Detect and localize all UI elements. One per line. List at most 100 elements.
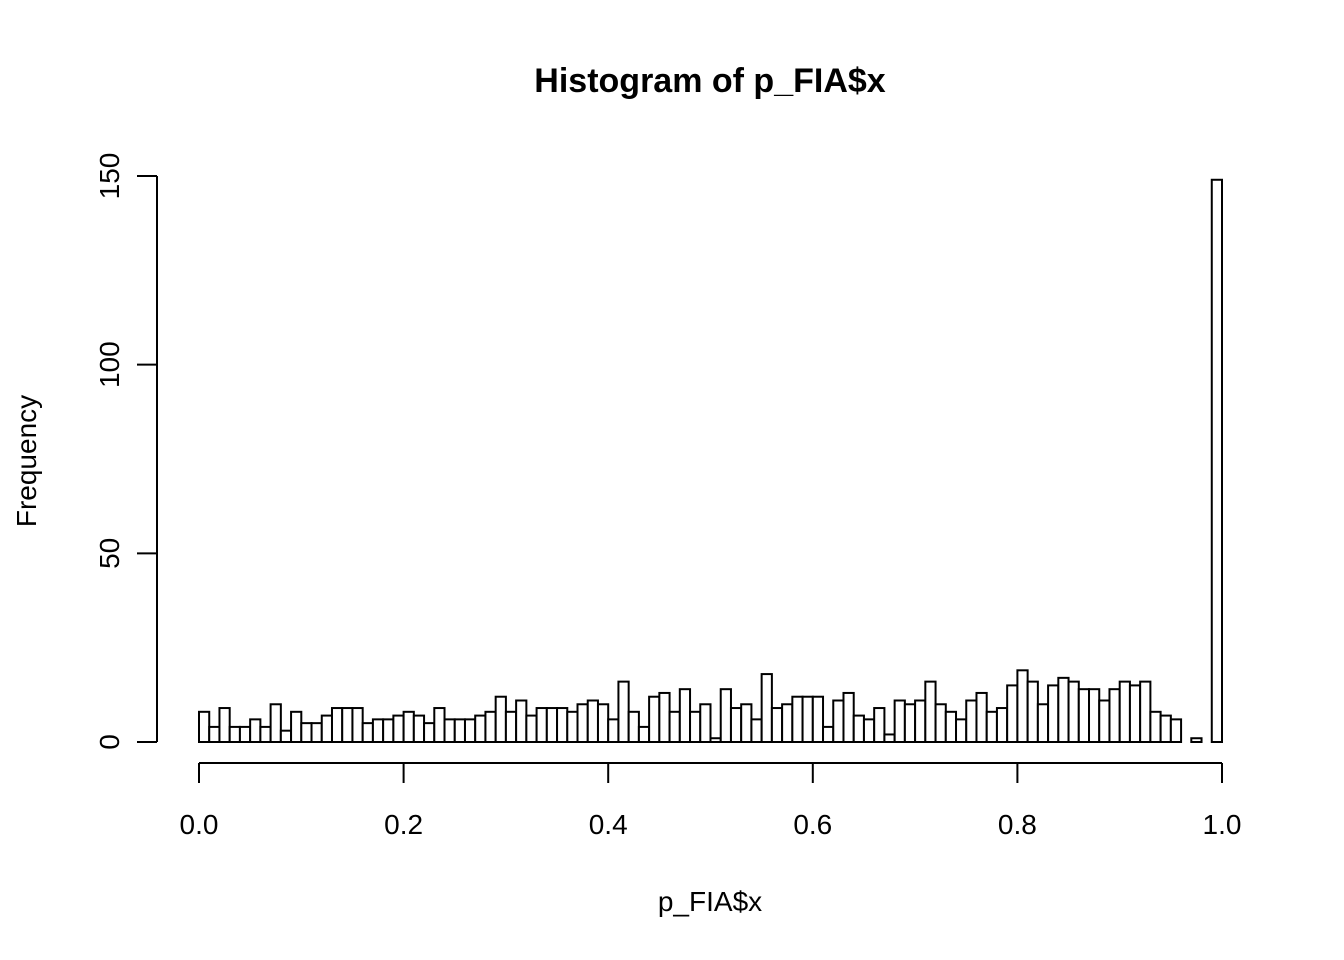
histogram-bar — [269, 703, 282, 743]
histogram-bar — [648, 695, 661, 743]
histogram-bar — [914, 699, 927, 744]
histogram-bar — [402, 710, 415, 744]
y-tick-label: 100 — [94, 341, 125, 388]
y-axis-label: Frequency — [11, 395, 42, 527]
x-axis: 0.0 0.2 0.4 0.6 0.8 1.0 — [180, 762, 1241, 840]
histogram-bar — [566, 710, 579, 744]
chart-title: Histogram of p_FIA$x — [534, 62, 885, 100]
histogram-bar — [801, 695, 814, 743]
histogram-bar — [1190, 737, 1203, 744]
histogram-bar — [320, 714, 333, 744]
histogram-bar — [1016, 669, 1029, 743]
histogram-bar — [944, 710, 958, 744]
histogram-bar — [678, 688, 692, 744]
histogram-bar — [1088, 688, 1101, 744]
bars-group — [198, 178, 1224, 744]
histogram-bar — [545, 707, 559, 743]
histogram-bar — [709, 737, 722, 744]
histogram-bar — [637, 725, 651, 744]
histogram-bar — [1006, 684, 1019, 744]
histogram-bar — [985, 710, 998, 744]
histogram-bar — [576, 703, 589, 743]
x-tick-label: 0.6 — [793, 809, 832, 840]
y-axis: 0 50 100 150 — [94, 153, 158, 750]
histogram-bar — [228, 725, 241, 744]
x-tick-label: 0.0 — [180, 809, 219, 840]
histogram-bar — [832, 699, 845, 744]
histogram-bar — [1067, 680, 1080, 743]
histogram-bar — [423, 722, 436, 744]
x-tick-label: 0.2 — [384, 809, 423, 840]
histogram-bar — [515, 699, 528, 744]
histogram-bar — [341, 707, 354, 743]
histogram-bar — [1108, 688, 1121, 744]
histogram-bar — [770, 707, 784, 743]
histogram-bar — [607, 718, 620, 743]
histogram-bar — [955, 718, 968, 743]
histogram-bar — [484, 710, 497, 744]
histogram-bar — [781, 703, 794, 743]
histogram-bar — [463, 718, 477, 743]
histogram-bar — [392, 714, 405, 744]
histogram-bar — [699, 703, 712, 743]
histogram-bar — [975, 691, 988, 743]
histogram-bar — [371, 718, 385, 743]
histogram-bar — [627, 710, 640, 744]
histogram-bar — [218, 707, 231, 743]
histogram-bar — [279, 729, 293, 743]
histogram-bar — [1159, 714, 1172, 744]
histogram-bar — [862, 718, 876, 743]
histogram-bar — [729, 707, 743, 743]
histogram-bar — [791, 695, 804, 743]
histogram-bar — [842, 691, 855, 743]
histogram-bar — [586, 699, 599, 744]
y-tick-label: 0 — [94, 734, 125, 750]
histogram-bar — [1128, 684, 1142, 744]
histogram-bar — [412, 714, 426, 744]
histogram-bar — [535, 707, 548, 743]
histogram-bar — [1026, 680, 1039, 743]
histogram-bar — [300, 722, 313, 744]
histogram-bar — [249, 718, 262, 743]
histogram-bar — [893, 699, 906, 744]
histogram-bar — [198, 710, 211, 744]
histogram-bar — [494, 695, 507, 743]
histogram-bar — [822, 725, 835, 744]
histogram-bar — [934, 703, 947, 743]
x-axis-label: p_FIA$x — [658, 886, 762, 917]
histogram-bar — [883, 733, 896, 743]
histogram-bar — [1149, 710, 1162, 744]
histogram-bar — [433, 707, 446, 743]
histogram-bar — [924, 680, 937, 743]
histogram-bar — [1057, 676, 1070, 743]
histogram-bar — [443, 718, 456, 743]
histogram-bar — [965, 699, 978, 744]
histogram-bar — [351, 707, 364, 743]
histogram-bar — [689, 710, 702, 744]
histogram-bar — [596, 703, 610, 743]
histogram-bar — [1118, 680, 1131, 743]
histogram-bar — [903, 703, 917, 743]
histogram-bar — [852, 714, 865, 744]
histogram-bar — [382, 718, 395, 743]
histogram-bar — [1047, 684, 1060, 744]
histogram-bar — [811, 695, 825, 743]
histogram-bar — [259, 725, 272, 744]
histogram-bar — [873, 707, 886, 743]
histogram-bar — [1036, 703, 1050, 743]
histogram-bar — [719, 688, 732, 744]
x-tick-label: 0.4 — [589, 809, 628, 840]
histogram-bar — [740, 703, 753, 743]
histogram-bar — [238, 725, 252, 744]
histogram-bar — [750, 718, 763, 743]
histogram-bar — [361, 722, 374, 744]
histogram-bar — [1169, 718, 1183, 743]
x-tick-label: 0.8 — [998, 809, 1037, 840]
histogram-bar — [330, 707, 344, 743]
histogram-bar — [556, 707, 569, 743]
histogram-bar — [208, 725, 221, 744]
histogram-bar — [617, 680, 630, 743]
histogram-bar — [1210, 178, 1224, 744]
y-tick-label: 150 — [94, 153, 125, 200]
